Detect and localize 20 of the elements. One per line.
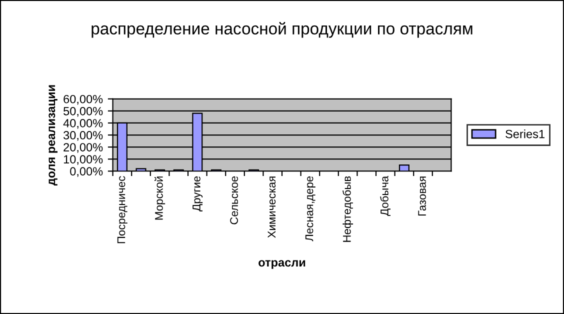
x-tick-label: Газовая bbox=[418, 176, 426, 216]
y-tick-label: 20,00% bbox=[64, 143, 103, 153]
x-tick-label: Морской bbox=[154, 176, 166, 220]
chart-title: распределение насосной продукции по отраслям bbox=[92, 22, 472, 38]
y-tick-label: 0,00% bbox=[70, 167, 103, 177]
y-tick-label: 30,00% bbox=[63, 131, 103, 141]
y-tick-label: 10,00% bbox=[64, 155, 103, 165]
x-tick-label: Лесная,дере bbox=[305, 176, 316, 242]
x-tick-label: Добыча bbox=[380, 176, 390, 216]
x-tick-label: Нефтедобыв bbox=[342, 176, 354, 242]
x-tick-label: Другие bbox=[192, 176, 203, 212]
y-tick-label: 60,00% bbox=[64, 94, 103, 105]
legend-label: Series1 bbox=[506, 130, 544, 138]
x-tick-label: Сельское bbox=[230, 176, 238, 224]
y-tick-label: 50,00% bbox=[64, 106, 103, 117]
x-tick-label: Посредничес bbox=[117, 176, 128, 244]
y-tick-label: 40,00% bbox=[63, 119, 103, 129]
x-tick-label: Химическая bbox=[268, 176, 276, 238]
x-axis-title: отрасли bbox=[258, 260, 306, 269]
y-axis-title: доля реализации bbox=[48, 85, 58, 186]
